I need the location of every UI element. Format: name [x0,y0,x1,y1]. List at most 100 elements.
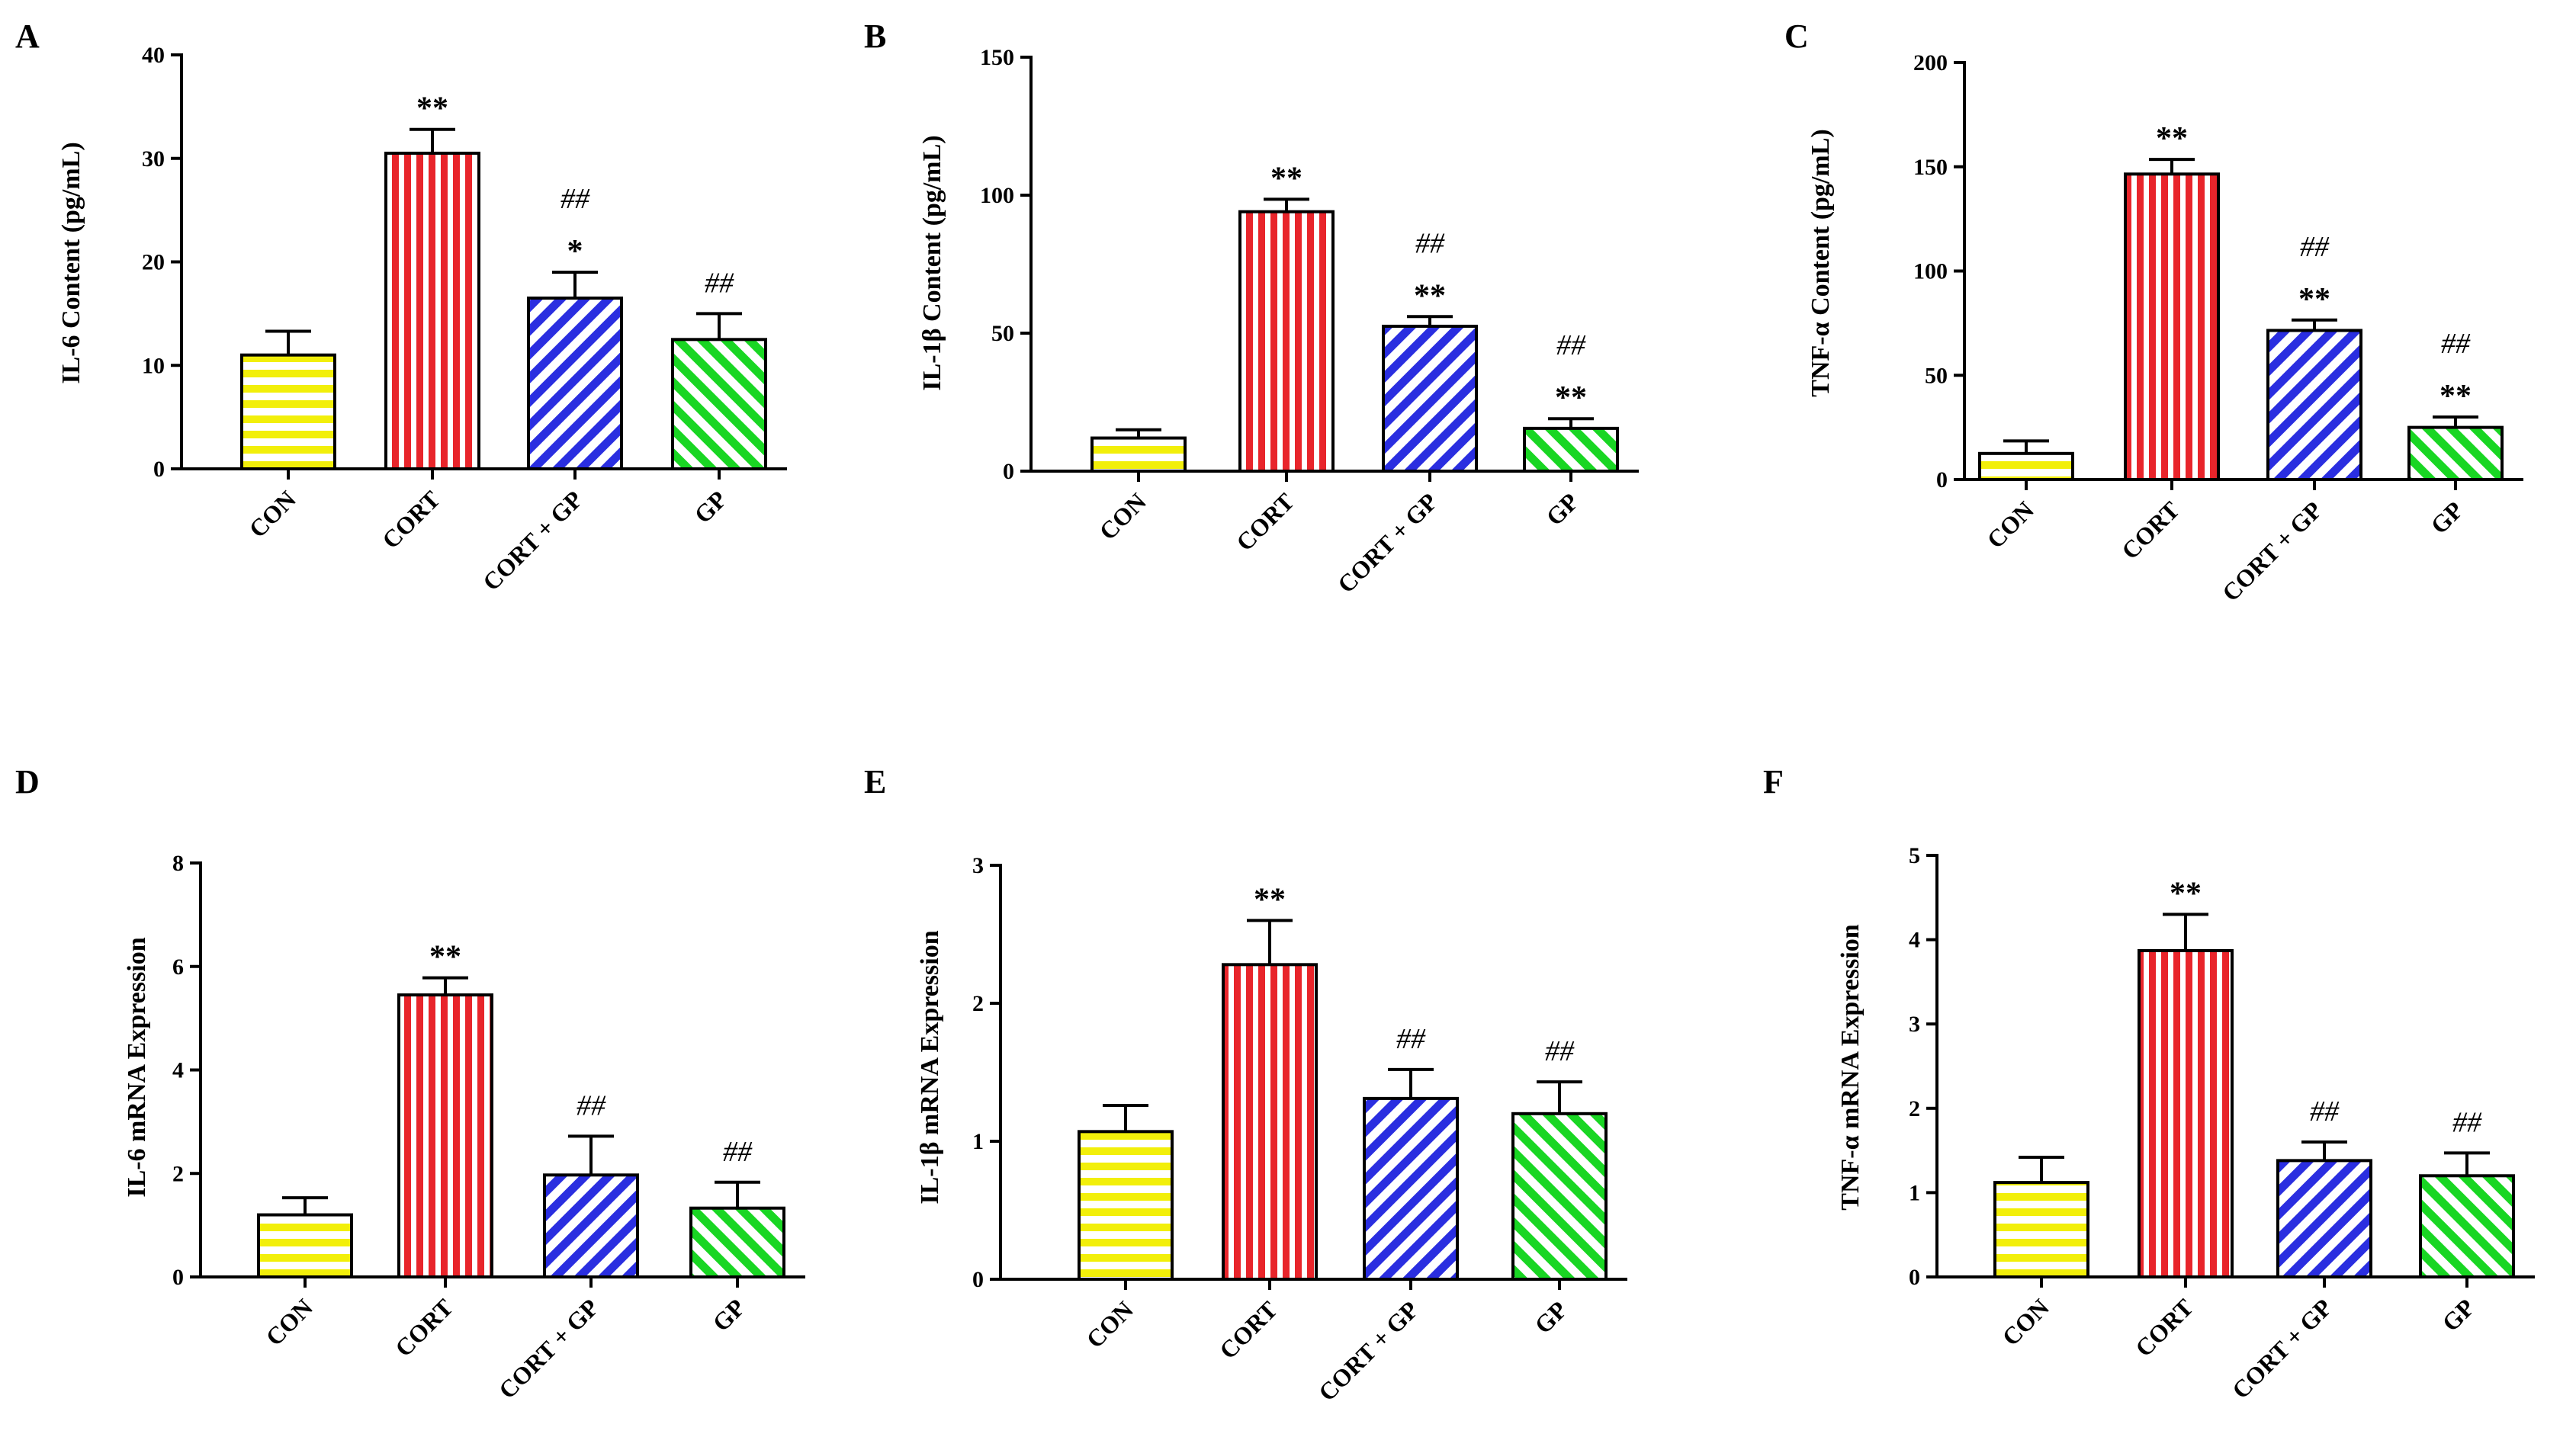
panel-c-bar-gp [2407,425,2504,481]
panel-b-y-tick-label: 50 [991,321,1014,346]
panel-e-bar-gp [1511,1112,1608,1282]
panel-a-x-tick-label-con: CON [243,485,301,543]
panel-c-x-tick-label-cort: CORT [2116,496,2185,564]
panel-b-x-tick-label-con: CON [1094,487,1151,545]
panel-d-y-tick-label: 8 [172,851,184,876]
panel-c-significance-cort-gp: ## [2300,231,2330,263]
panel-a-significance-cort: ** [416,91,448,127]
panel-e-significance-gp: ## [1545,1035,1575,1067]
panel-c-letter: C [1784,18,1809,55]
panel-f-y-tick-label: 0 [1909,1265,1920,1290]
panel-d-y-tick-label: 0 [172,1265,184,1290]
panel-d-y-tick-label: 6 [172,954,184,980]
panel-b-bar-cort [1238,210,1335,473]
panel-a-y-tick-label: 40 [142,43,165,68]
panel-f-y-tick-label: 2 [1909,1096,1920,1121]
panel-e-significance-cort: ** [1254,882,1286,917]
panel-d-y-tick-label: 4 [172,1058,184,1083]
panel-b-x-tick-label-gp: GP [1540,487,1584,531]
panel-d-x-tick-label-cort-gp: CORT + GP [493,1293,604,1403]
panel-b-y-tick-label: 150 [980,45,1014,70]
panel-a-bar-gp [671,338,767,470]
panel-b-bar-cort-gp [1382,324,1478,473]
panel-e-y-tick-label: 2 [972,991,984,1016]
panel-b-x-tick-label-cort-gp: CORT + GP [1332,487,1443,598]
panel-b-y-tick-label: 0 [1003,459,1014,484]
panel-e-x-tick-label-cort: CORT [1214,1295,1283,1364]
panel-b-y-tick-label: 100 [980,183,1014,208]
panel-d-significance-cort: ** [429,940,461,975]
panel-f-significance-cort: ** [2170,876,2202,911]
panel-e-x-tick-label-gp: GP [1529,1295,1572,1339]
panel-c-significance-gp: ## [2441,328,2471,360]
panel-e-bar-con [1078,1130,1174,1281]
panel-d-x-tick-label-gp: GP [707,1293,750,1336]
panel-f-x-tick-label-gp: GP [2436,1293,2480,1336]
panel-a-letter: A [15,18,40,55]
panel-f-y-tick-label: 1 [1909,1180,1920,1205]
panel-d-significance-gp: ## [723,1136,753,1168]
panel-a-bar-cort-gp [527,297,623,471]
panel-f-bar-con [1993,1181,2089,1279]
panel-e-bar-cort [1222,963,1318,1281]
panel-a-significance-cort-gp: * [567,234,583,269]
panel-c-bar-cort-gp [2266,329,2362,482]
panel-c-significance-gp: ** [2439,379,2472,414]
panel-f-x-tick-label-cort: CORT [2130,1293,2199,1362]
panel-b: B IL-1β Content (pg/mL) 0 50 100 150 CON CORT **… [864,18,1639,598]
panel-e-y-axis-label: IL-1β mRNA Expression [916,930,944,1204]
panel-a-y-tick-label: 30 [142,146,165,172]
panel-f-significance-gp: ## [2452,1106,2482,1138]
panel-d-x-tick-label-cort: CORT [390,1293,458,1362]
panel-e-y-tick-label: 0 [972,1267,984,1292]
panel-e: E IL-1β mRNA Expression 0 1 2 3 CON CORT ** CORT … [864,763,1627,1407]
panel-c-x-tick-label-con: CON [1981,496,2039,553]
panel-b-significance-gp: ** [1555,380,1587,415]
panel-a-x-tick-label-gp: GP [689,485,732,528]
panel-c-y-axis-label: TNF-α Content (pg/mL) [1807,129,1835,396]
panel-d-x-tick-label-con: CON [260,1293,318,1351]
panel-d: D IL-6 mRNA Expression 0 2 4 6 8 CON CORT ** CORT … [15,763,805,1404]
panel-d-y-axis-label: IL-6 mRNA Expression [123,937,151,1197]
panel-c-y-tick-label: 0 [1936,467,1948,492]
panel-a-x-tick-label-cort: CORT [377,485,445,553]
panel-a-significance-gp: ## [705,267,734,299]
panel-c-y-tick-label: 150 [1913,155,1948,180]
panel-f-significance-cort-gp: ## [2310,1096,2340,1128]
panel-c-significance-cort-gp: ** [2298,282,2330,317]
panel-c-y-tick-label: 200 [1913,50,1948,75]
panel-e-letter: E [864,763,886,800]
panel-f-y-tick-label: 5 [1909,843,1920,868]
panel-f: F TNF-α mRNA Expression 0 1 2 3 4 5 CON CORT ** COR… [1763,763,2535,1404]
panel-d-significance-cort-gp: ## [577,1089,606,1121]
panel-d-bar-con [257,1213,353,1279]
panel-c-bar-cort [2124,172,2220,481]
panel-b-significance-cort: ** [1270,161,1302,196]
panel-b-letter: B [864,18,886,55]
panel-e-y-tick-label: 1 [972,1129,984,1154]
panel-a-y-tick-label: 0 [153,457,165,482]
panel-c: C TNF-α Content (pg/mL) 0 50 100 150 200 CON COR… [1784,18,2523,607]
panel-a: A IL-6 Content (pg/mL) 0 10 20 30 40 CON CORT ** C… [15,18,787,596]
panel-d-letter: D [15,763,40,800]
panel-c-y-tick-label: 100 [1913,259,1948,284]
panel-b-significance-cort-gp: ## [1415,227,1445,259]
panel-e-x-tick-label-cort-gp: CORT + GP [1313,1295,1424,1406]
panel-b-significance-cort-gp: ** [1414,278,1446,313]
panel-c-y-tick-label: 50 [1925,363,1948,388]
panel-e-bar-cort-gp [1363,1096,1459,1282]
panel-a-x-tick-label-cort-gp: CORT + GP [477,485,588,595]
panel-f-x-tick-label-cort-gp: CORT + GP [2227,1293,2337,1403]
panel-f-y-tick-label: 3 [1909,1012,1920,1037]
panel-b-bar-con [1090,436,1187,473]
panel-b-significance-gp: ## [1556,329,1586,361]
panel-f-bar-cort [2138,948,2234,1279]
panel-c-bar-con [1978,451,2074,481]
panel-c-significance-cort: ** [2156,121,2188,156]
panel-d-bar-cort [397,993,493,1279]
panel-f-letter: F [1763,763,1784,800]
panel-f-bar-cort-gp [2276,1159,2372,1278]
panel-e-y-tick-label: 3 [972,853,984,878]
panel-c-x-tick-label-cort-gp: CORT + GP [2217,496,2327,606]
panel-d-bar-gp [689,1206,785,1278]
